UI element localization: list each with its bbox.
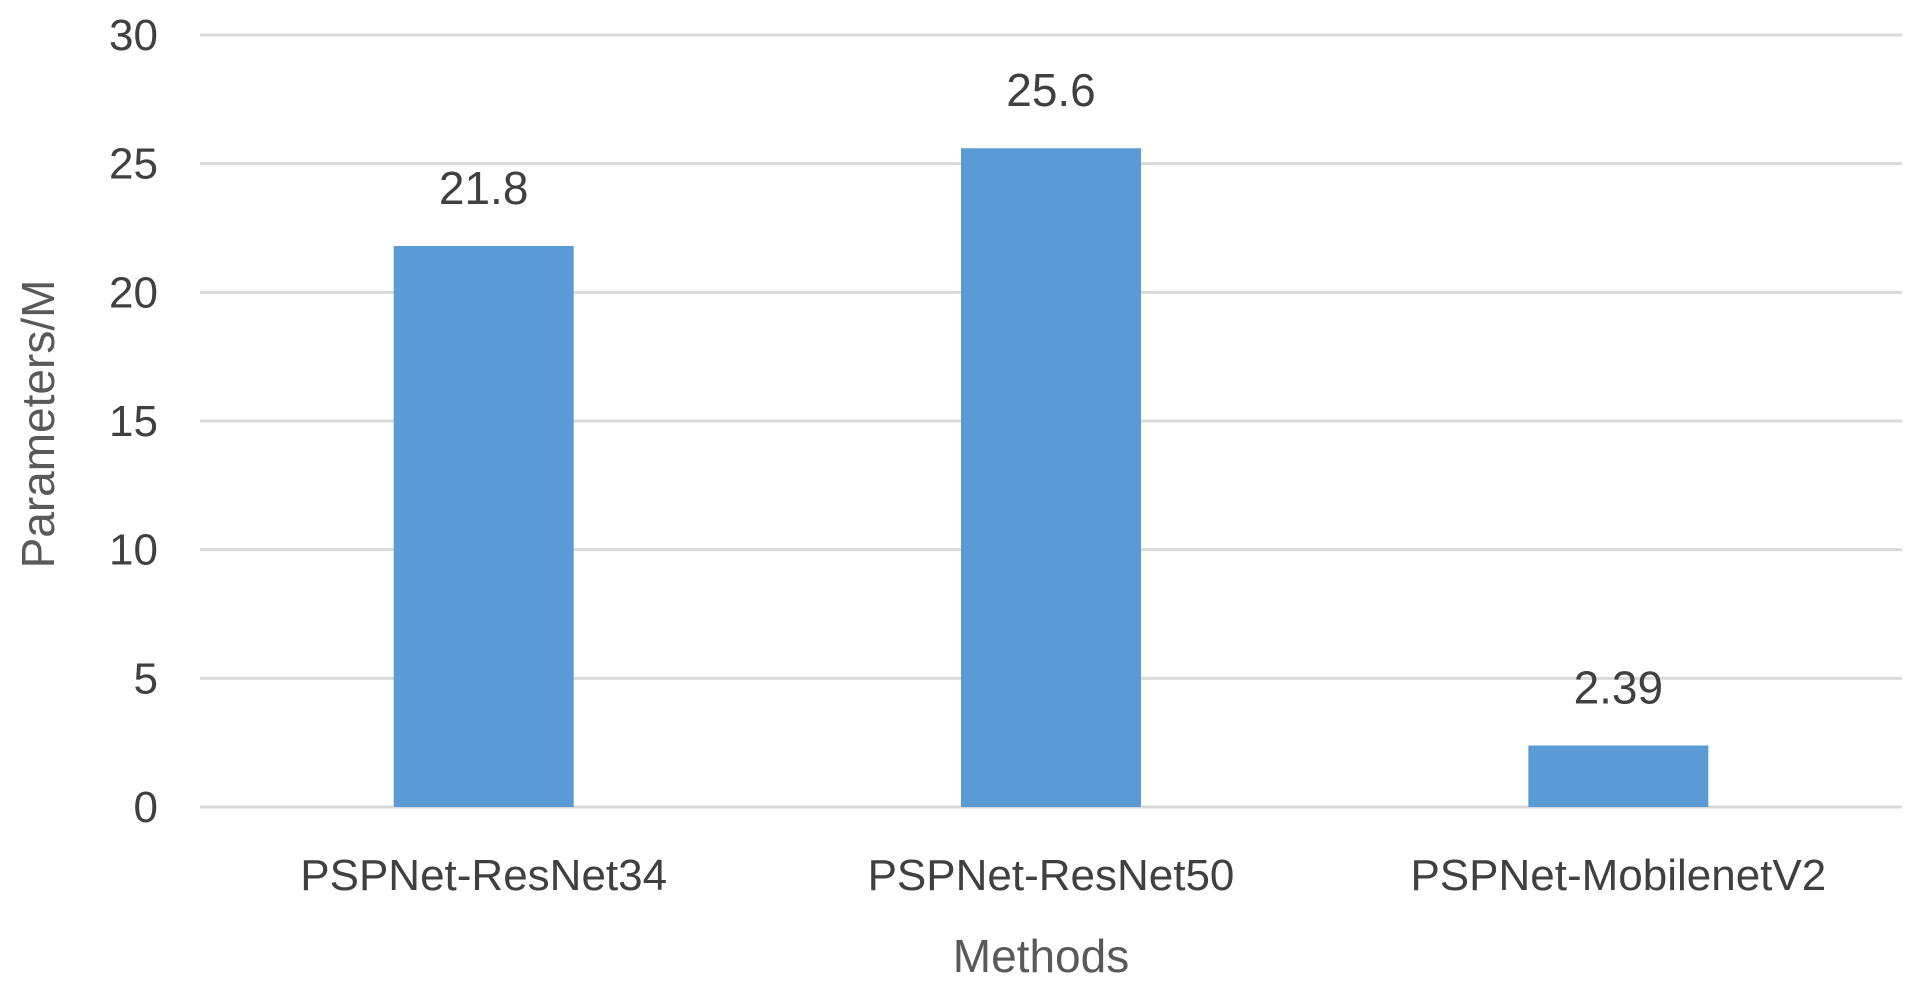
x-axis-ticks: PSPNet-ResNet34 PSPNet-ResNet50 PSPNet-Mob… [300,851,1826,900]
data-labels: 21.8 25.6 2.39 [439,64,1663,713]
x-tick-label: PSPNet-ResNet50 [868,851,1235,900]
x-axis-title: Methods [953,930,1129,982]
y-axis-ticks: 0 5 10 15 20 25 30 [109,11,158,832]
y-tick-label: 5 [134,654,158,703]
y-tick-label: 20 [109,268,158,317]
bar [1528,745,1709,807]
bar [961,148,1141,807]
y-tick-label: 0 [134,783,158,832]
y-tick-label: 30 [109,11,158,60]
bar [393,246,574,808]
data-label: 21.8 [439,162,529,214]
bars [393,148,1709,808]
y-axis-title: Parameters/M [12,280,64,569]
x-tick-label: PSPNet-ResNet34 [300,851,667,900]
data-label: 2.39 [1574,661,1664,713]
y-tick-label: 15 [109,397,158,446]
y-tick-label: 10 [109,526,158,575]
x-tick-label: PSPNet-MobilenetV2 [1410,851,1826,900]
data-label: 25.6 [1006,64,1096,116]
y-tick-label: 25 [109,140,158,189]
